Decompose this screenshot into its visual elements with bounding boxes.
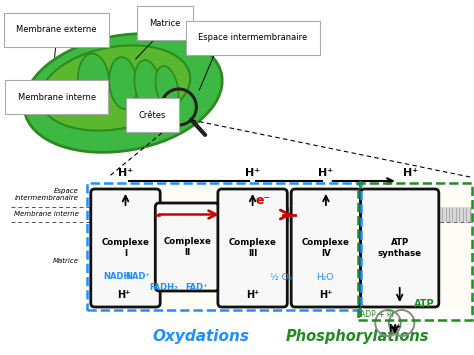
Text: ATP: ATP: [414, 299, 435, 309]
Ellipse shape: [109, 57, 137, 109]
Text: H₂O: H₂O: [317, 273, 334, 282]
Text: Espace intermembranaire: Espace intermembranaire: [199, 33, 308, 43]
Text: H⁺: H⁺: [246, 290, 259, 300]
Text: H⁺: H⁺: [117, 290, 130, 300]
Text: H⁺: H⁺: [402, 168, 418, 178]
Text: H⁺: H⁺: [319, 290, 333, 300]
Text: H⁺: H⁺: [319, 168, 333, 178]
Bar: [358, 183, 472, 320]
Text: H⁺: H⁺: [388, 324, 401, 334]
Text: Membrane interne: Membrane interne: [14, 212, 79, 218]
Ellipse shape: [24, 34, 222, 152]
Ellipse shape: [155, 66, 179, 110]
Bar: [89, 207, 472, 222]
FancyBboxPatch shape: [361, 189, 439, 307]
FancyBboxPatch shape: [155, 203, 219, 291]
Text: Phosphorylations: Phosphorylations: [286, 329, 429, 344]
Text: Espace
intermembranaire: Espace intermembranaire: [15, 189, 79, 202]
Bar: [89, 187, 472, 207]
Text: Matrice: Matrice: [53, 258, 79, 264]
Text: NAD⁺: NAD⁺: [125, 272, 150, 281]
Ellipse shape: [78, 54, 109, 108]
Text: Complexe
IV: Complexe IV: [302, 238, 350, 258]
Bar: [87, 183, 361, 310]
Text: NADH: NADH: [103, 272, 130, 281]
Text: FADH₂: FADH₂: [150, 283, 179, 292]
Text: Membrane externe: Membrane externe: [16, 26, 97, 34]
FancyBboxPatch shape: [218, 189, 287, 307]
FancyBboxPatch shape: [91, 189, 160, 307]
Text: e⁻: e⁻: [256, 194, 271, 207]
Text: Crêtes: Crêtes: [139, 110, 166, 120]
FancyBboxPatch shape: [291, 189, 361, 307]
Ellipse shape: [135, 60, 161, 110]
Text: ATP
synthase: ATP synthase: [378, 238, 422, 258]
Text: FAD⁺: FAD⁺: [185, 283, 208, 292]
Text: H⁺: H⁺: [245, 168, 260, 178]
Text: Membrane interne: Membrane interne: [18, 93, 96, 102]
Text: Complexe
II: Complexe II: [163, 237, 211, 257]
Text: Oxydations: Oxydations: [153, 329, 250, 344]
Text: Complexe
I: Complexe I: [101, 238, 149, 258]
Text: ADP + Pi: ADP + Pi: [360, 310, 394, 319]
Text: Complexe
III: Complexe III: [228, 238, 276, 258]
Ellipse shape: [40, 45, 190, 131]
Text: Matrice: Matrice: [149, 18, 181, 27]
Text: ½ O₂: ½ O₂: [270, 273, 292, 282]
Bar: [89, 222, 472, 310]
Text: H⁺: H⁺: [118, 168, 133, 178]
